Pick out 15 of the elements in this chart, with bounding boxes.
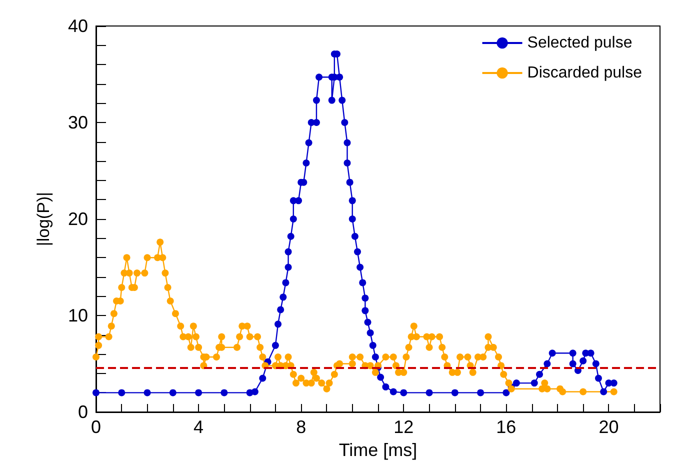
y-tick-label: 20 [68,209,88,229]
x-tick-label: 12 [394,417,414,437]
legend-label: Selected pulse [527,34,632,52]
y-axis-title: |log(P)| [34,192,53,246]
x-tick-label: 4 [194,417,204,437]
x-tick-label: 0 [90,417,102,437]
x-tick-label: 16 [496,417,516,437]
legend-label: Discarded pulse [527,64,642,82]
x-tick-label: 20 [598,417,619,437]
x-axis-title: Time [ms] [338,440,418,460]
y-tick-label: 0 [78,402,88,422]
x-tick-label: 8 [296,417,306,437]
y-tick-label: 30 [68,112,88,132]
y-tick-label: 10 [68,306,88,326]
y-tick-label: 40 [68,16,88,36]
